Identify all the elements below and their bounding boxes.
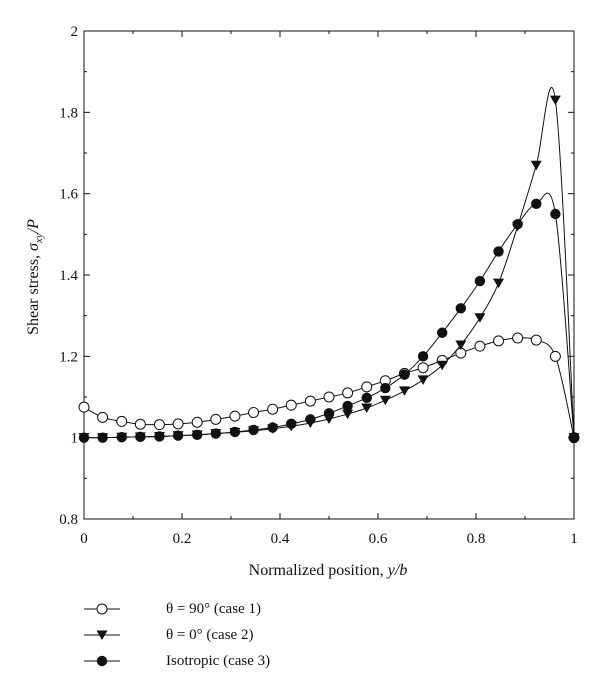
x-tick-label: 0 (80, 531, 88, 547)
data-point-case-3 (531, 198, 542, 210)
data-point-case-3 (267, 422, 278, 433)
data-point-case-3 (305, 414, 316, 425)
data-point-case-3 (154, 431, 165, 442)
data-point-case-2 (342, 409, 354, 420)
data-point-case-1 (248, 406, 260, 418)
data-point-case-2 (361, 403, 373, 413)
data-point-case-3 (135, 431, 146, 443)
x-tick-label: 0.2 (173, 531, 192, 547)
data-point-case-3 (286, 418, 297, 430)
legend-item-case-2: θ = 0° (case 2) (84, 622, 270, 648)
data-point-case-1 (134, 418, 146, 430)
data-point-case-3 (191, 429, 203, 441)
data-point-case-1 (191, 416, 203, 428)
data-point-case-3 (550, 208, 561, 220)
series-line-case-2 (83, 87, 575, 439)
data-point-case-3 (323, 408, 335, 419)
legend-label-case-1: θ = 90° (case 1) (166, 600, 261, 617)
y-tick-label: 1.2 (59, 349, 78, 365)
data-point-case-1 (361, 381, 373, 393)
open-circle-marker-icon (84, 603, 120, 615)
data-point-case-1 (285, 399, 297, 411)
data-point-case-3 (512, 218, 523, 230)
data-point-case-1 (304, 395, 316, 407)
series-layer (78, 87, 580, 444)
data-point-case-3 (342, 400, 353, 412)
data-point-case-3 (380, 382, 391, 394)
tick-labels: 0 0.2 0.4 0.6 0.8 1 0.8 1 1.2 1.4 1.6 1.8 2 (59, 24, 578, 547)
legend-item-case-1: θ = 90° (case 1) (84, 596, 270, 622)
x-axis-label: Normalized position, y/b (249, 562, 408, 579)
data-point-case-1 (323, 391, 335, 403)
data-point-case-3 (361, 392, 372, 404)
data-point-case-1 (417, 362, 429, 374)
filled-circle-marker-icon (84, 655, 120, 667)
y-axis-label: Shear stress, σxy/P (25, 219, 45, 335)
y-tick-label: 1.6 (59, 187, 78, 203)
data-point-case-2 (530, 160, 542, 171)
data-point-case-1 (474, 340, 486, 352)
data-point-case-1 (549, 350, 561, 362)
legend-label-case-3: Isotropic (case 3) (166, 652, 271, 669)
x-tick-label: 0.8 (467, 531, 486, 547)
data-point-case-3 (493, 246, 504, 257)
data-point-case-3 (172, 430, 184, 441)
data-point-case-2 (398, 386, 410, 396)
data-point-case-2 (549, 95, 561, 106)
data-point-case-1 (172, 418, 184, 430)
data-point-case-2 (379, 395, 391, 406)
data-point-case-3 (474, 275, 486, 287)
data-point-case-2 (417, 375, 429, 385)
y-tick-label: 1.8 (59, 105, 78, 121)
data-point-case-3 (436, 327, 448, 338)
data-point-case-1 (97, 411, 109, 423)
data-point-case-1 (210, 413, 222, 425)
data-point-case-2 (474, 313, 486, 323)
data-point-case-3 (417, 351, 429, 362)
data-point-case-1 (530, 334, 542, 346)
data-point-case-2 (493, 278, 505, 289)
data-point-case-1 (116, 415, 128, 427)
filled-triangle-marker-icon (84, 630, 120, 640)
data-point-case-3 (210, 428, 222, 439)
legend-label-case-2: θ = 0° (case 2) (166, 626, 254, 643)
x-tick-label: 1 (570, 531, 578, 547)
x-tick-label: 0.4 (271, 531, 290, 547)
shear-stress-chart: 0 0.2 0.4 0.6 0.8 1 0.8 1 1.2 1.4 1.6 1.8 2 Normaliz… (25, 24, 580, 579)
legend-item-case-3: Isotropic (case 3) (84, 648, 270, 674)
data-point-case-2 (455, 340, 467, 350)
data-point-case-1 (512, 332, 524, 344)
data-point-case-3 (116, 432, 127, 443)
y-tick-label: 1.4 (59, 268, 78, 284)
data-point-case-3 (248, 424, 259, 436)
data-point-case-1 (78, 401, 90, 413)
data-point-case-1 (493, 335, 505, 347)
data-point-case-3 (399, 369, 410, 380)
x-tick-label: 0.6 (369, 531, 388, 547)
data-point-case-3 (78, 432, 90, 443)
data-point-case-3 (97, 432, 108, 443)
data-point-case-1 (267, 403, 279, 415)
data-point-case-1 (153, 419, 165, 431)
axes-frame (83, 30, 575, 520)
data-point-case-2 (436, 360, 448, 371)
data-point-case-3 (455, 303, 467, 314)
series-line-case-3 (83, 192, 575, 439)
y-tick-label: 2 (71, 24, 79, 40)
data-point-case-1 (342, 387, 354, 399)
y-tick-label: 1 (71, 431, 79, 447)
data-point-case-1 (229, 410, 241, 422)
data-point-case-3 (229, 426, 241, 438)
y-tick-label: 0.8 (59, 512, 78, 528)
plot-frame (83, 30, 575, 520)
legend: θ = 90° (case 1) θ = 0° (case 2) Isotrop… (84, 596, 270, 674)
data-point-case-3 (568, 432, 580, 443)
